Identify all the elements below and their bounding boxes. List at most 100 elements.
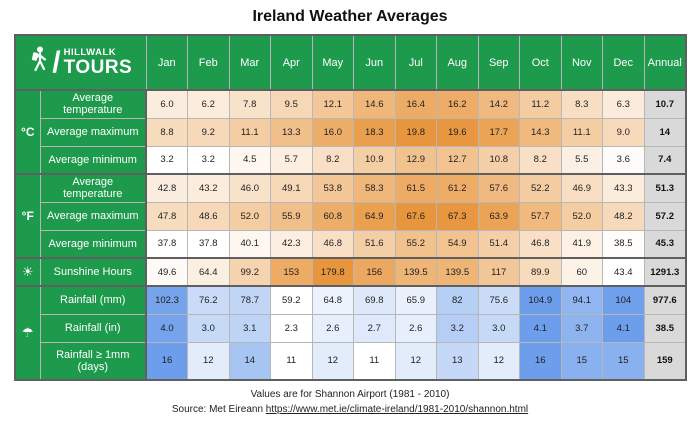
month-header-feb: Feb: [187, 34, 230, 91]
annual-value-cell: 45.3: [643, 229, 687, 259]
value-cell: 8.8: [145, 117, 188, 147]
annual-value-cell: 7.4: [643, 145, 687, 175]
row-label: Rainfall (mm): [39, 285, 147, 315]
value-cell: 2.6: [311, 313, 354, 343]
month-header-oct: Oct: [519, 34, 562, 91]
value-cell: 60.8: [311, 201, 354, 231]
value-cell: 52.2: [519, 173, 562, 203]
value-cell: 18.3: [353, 117, 396, 147]
logo-tours-text: TOURS: [63, 57, 133, 79]
value-cell: 15: [560, 341, 603, 381]
value-cell: 76.2: [187, 285, 230, 315]
value-cell: 179.8: [311, 257, 354, 287]
value-cell: 139.5: [394, 257, 437, 287]
table-body: °C Average temperature 6.0 6.2 7.8 9.5 12.1 14.…: [14, 89, 687, 381]
header-row: / HILLWALK TOURS Jan Feb Mar Apr May Jun Jul Au…: [14, 34, 687, 91]
table-row: Average minimum 3.2 3.2 4.5 5.7 8.2 10.9 12.9 12…: [15, 145, 687, 175]
month-header-jun: Jun: [353, 34, 396, 91]
value-cell: 60: [560, 257, 603, 287]
annual-value-cell: 977.6: [643, 285, 687, 315]
value-cell: 17.7: [477, 117, 520, 147]
value-cell: 14.6: [353, 89, 396, 119]
annual-value-cell: 38.5: [643, 313, 687, 343]
value-cell: 89.9: [519, 257, 562, 287]
value-cell: 43.3: [602, 173, 645, 203]
value-cell: 2.7: [353, 313, 396, 343]
value-cell: 43.2: [187, 173, 230, 203]
month-header-may: May: [311, 34, 354, 91]
month-header-nov: Nov: [560, 34, 603, 91]
page-title: Ireland Weather Averages: [252, 8, 448, 25]
value-cell: 6.3: [602, 89, 645, 119]
table-row: Rainfall ≥ 1mm (days) 16 12 14 11 12 11 12 13 12 1…: [15, 341, 687, 381]
logo-slash: /: [52, 45, 61, 79]
value-cell: 48.6: [187, 201, 230, 231]
value-cell: 102.3: [145, 285, 188, 315]
value-cell: 14: [228, 341, 271, 381]
footer-note: Values are for Shannon Airport (1981 - 2…: [250, 389, 450, 400]
value-cell: 9.5: [270, 89, 313, 119]
row-label: Average maximum: [39, 117, 147, 147]
row-label: Average temperature: [39, 89, 147, 119]
value-cell: 82: [436, 285, 479, 315]
value-cell: 41.9: [560, 229, 603, 259]
value-cell: 12: [394, 341, 437, 381]
annual-value-cell: 1291.3: [643, 257, 687, 287]
value-cell: 11.2: [519, 89, 562, 119]
umbrella-icon: ☂: [14, 285, 41, 381]
value-cell: 10.8: [477, 145, 520, 175]
month-header-dec: Dec: [602, 34, 645, 91]
value-cell: 51.4: [477, 229, 520, 259]
value-cell: 3.1: [228, 313, 271, 343]
value-cell: 12.1: [311, 89, 354, 119]
table-row: Average maximum 47.8 48.6 52.0 55.9 60.8 64.9 6…: [15, 201, 687, 231]
value-cell: 2.6: [394, 313, 437, 343]
value-cell: 15: [602, 341, 645, 381]
annual-value-cell: 10.7: [643, 89, 687, 119]
value-cell: 42.8: [145, 173, 188, 203]
value-cell: 4.1: [519, 313, 562, 343]
source-link[interactable]: https://www.met.ie/climate-ireland/1981-…: [265, 403, 529, 415]
value-cell: 65.9: [394, 285, 437, 315]
value-cell: 16: [519, 341, 562, 381]
value-cell: 64.8: [311, 285, 354, 315]
value-cell: 12: [477, 341, 520, 381]
value-cell: 12.9: [394, 145, 437, 175]
value-cell: 16: [145, 341, 188, 381]
table-row: ☂ Rainfall (mm) 102.3 76.2 78.7 59.2 64.8 69.8 6…: [14, 285, 687, 381]
value-cell: 3.7: [560, 313, 603, 343]
annual-value-cell: 51.3: [643, 173, 687, 203]
value-cell: 11: [270, 341, 313, 381]
value-cell: 3.2: [145, 145, 188, 175]
value-cell: 55.2: [394, 229, 437, 259]
value-cell: 4.1: [602, 313, 645, 343]
value-cell: 16.4: [394, 89, 437, 119]
value-cell: 19.8: [394, 117, 437, 147]
value-cell: 51.6: [353, 229, 396, 259]
value-cell: 4.5: [228, 145, 271, 175]
value-cell: 57.6: [477, 173, 520, 203]
value-cell: 117: [477, 257, 520, 287]
value-cell: 12: [311, 341, 354, 381]
value-cell: 52.0: [560, 201, 603, 231]
value-cell: 63.9: [477, 201, 520, 231]
value-cell: 55.9: [270, 201, 313, 231]
row-label: Rainfall (in): [39, 313, 147, 343]
celsius-label: °C: [14, 89, 41, 175]
value-cell: 49.6: [145, 257, 188, 287]
value-cell: 5.5: [560, 145, 603, 175]
value-cell: 37.8: [145, 229, 188, 259]
value-cell: 4.0: [145, 313, 188, 343]
value-cell: 139.5: [436, 257, 479, 287]
weather-table: / HILLWALK TOURS Jan Feb Mar Apr May Jun Jul Au…: [14, 34, 687, 381]
value-cell: 46.8: [311, 229, 354, 259]
table-row: Average maximum 8.8 9.2 11.1 13.3 16.0 18.3 19.…: [15, 117, 687, 147]
value-cell: 13: [436, 341, 479, 381]
row-label: Average minimum: [39, 229, 147, 259]
value-cell: 61.5: [394, 173, 437, 203]
value-cell: 2.3: [270, 313, 313, 343]
value-cell: 69.8: [353, 285, 396, 315]
month-header-jan: Jan: [145, 34, 188, 91]
value-cell: 3.2: [187, 145, 230, 175]
value-cell: 6.2: [187, 89, 230, 119]
